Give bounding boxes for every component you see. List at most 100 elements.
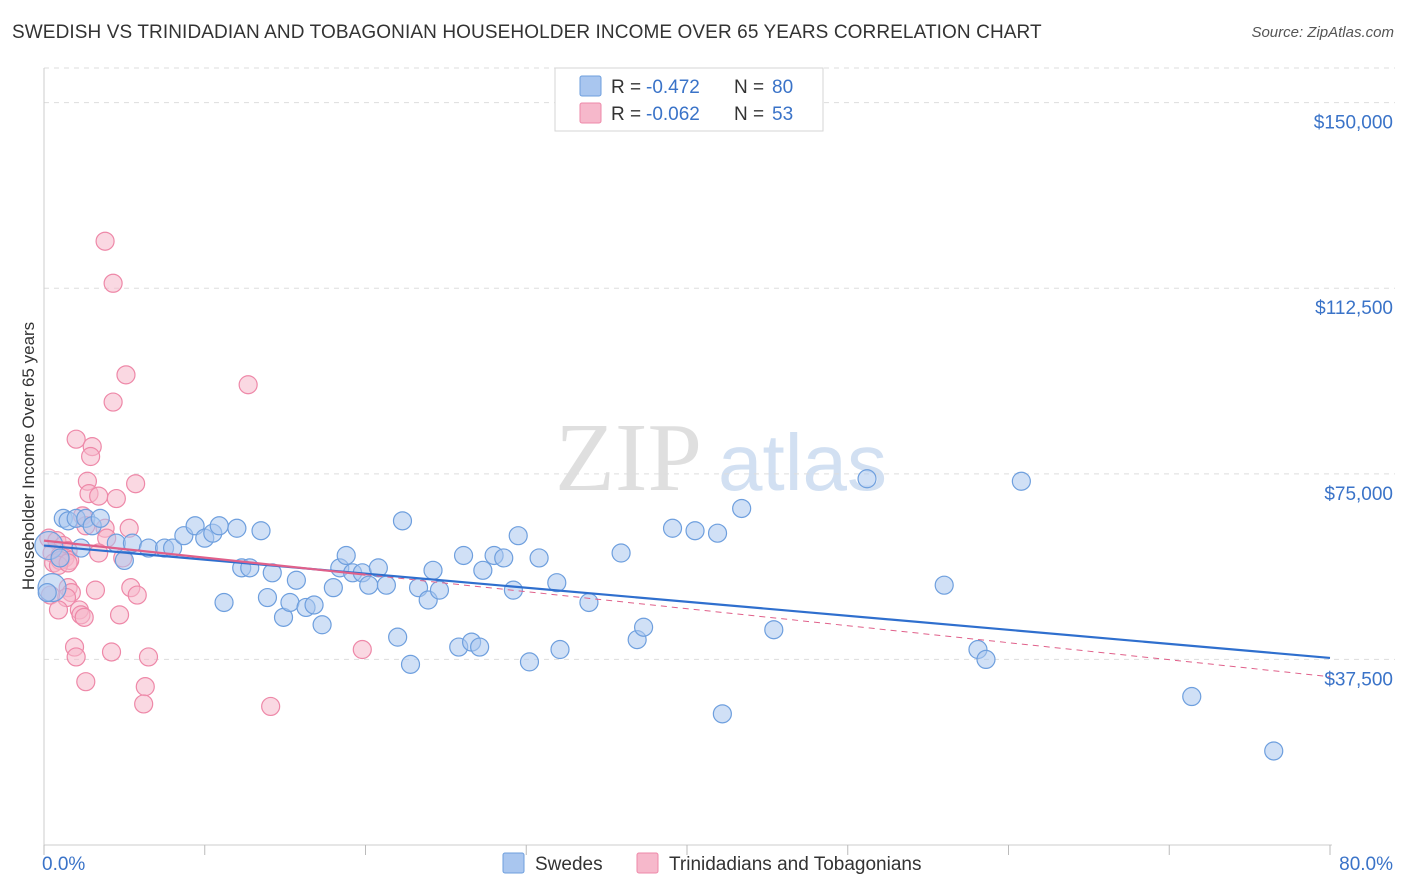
- data-point: [138, 647, 159, 667]
- data-point: [48, 600, 69, 620]
- data-point: [392, 511, 413, 531]
- data-point: [76, 672, 96, 692]
- legend-r-value-swedes: -0.472: [646, 77, 700, 98]
- legend-swatch-trinidadians: [579, 102, 602, 124]
- y-tick-labels: $37,500 $75,000 $112,500 $150,000: [1314, 113, 1393, 691]
- data-point: [519, 652, 540, 672]
- y-tick-label: $37,500: [1324, 669, 1393, 690]
- data-point: [376, 575, 396, 595]
- data-point: [323, 578, 343, 598]
- legend-swatch-swedes: [579, 75, 602, 97]
- data-point: [400, 654, 421, 674]
- data-point: [764, 620, 784, 640]
- data-point: [85, 580, 106, 600]
- data-point: [261, 696, 281, 717]
- watermark: ZIP atlas: [555, 404, 887, 512]
- data-point: [368, 558, 388, 578]
- data-point: [103, 273, 123, 293]
- axes: [43, 68, 1332, 846]
- data-point: [550, 639, 570, 660]
- legend-n-label-swedes: N =: [734, 77, 764, 98]
- data-point: [89, 543, 109, 563]
- watermark-atlas: atlas: [718, 418, 887, 507]
- data-point: [934, 575, 954, 595]
- data-point: [633, 617, 654, 637]
- data-point: [257, 587, 278, 608]
- trend-line-trinidadians-dashed: [365, 574, 1331, 678]
- data-point: [89, 486, 109, 506]
- data-point: [127, 585, 147, 605]
- chart-title: SWEDISH VS TRINIDADIAN AND TOBAGONIAN HO…: [12, 22, 1042, 43]
- data-point: [214, 592, 234, 613]
- data-point: [529, 548, 549, 568]
- data-point: [494, 548, 514, 568]
- x-ticks: [43, 845, 1331, 855]
- data-point: [66, 429, 86, 449]
- data-point: [101, 642, 122, 662]
- data-point: [732, 498, 752, 519]
- data-point: [116, 365, 136, 385]
- data-point: [473, 560, 493, 580]
- data-point: [238, 375, 258, 395]
- chart-source: Source: ZipAtlas.com: [1251, 24, 1394, 41]
- data-point: [280, 592, 300, 613]
- correlation-legend: R = -0.472 N = 80 R = -0.062 N = 53: [554, 67, 824, 132]
- watermark-zip: ZIP: [555, 404, 702, 512]
- data-point: [50, 548, 70, 568]
- data-point: [1182, 686, 1202, 707]
- y-tick-label: $112,500: [1315, 298, 1393, 319]
- legend-n-value-trinidadians: 53: [772, 104, 793, 125]
- data-point: [508, 526, 528, 546]
- data-point: [106, 488, 126, 509]
- series-swedes-points: [34, 469, 1284, 761]
- data-point: [227, 518, 247, 538]
- data-point: [388, 627, 408, 647]
- data-point: [74, 607, 94, 627]
- data-point: [66, 647, 86, 667]
- data-point: [429, 580, 450, 600]
- x-axis-min-label: 0.0%: [42, 854, 85, 875]
- data-point: [37, 582, 57, 603]
- data-point: [857, 469, 877, 489]
- y-axis-label: Householder Income Over 65 years: [19, 322, 38, 590]
- x-axis-max-label: 80.0%: [1339, 854, 1393, 875]
- data-point: [336, 545, 356, 566]
- trend-lines: [43, 539, 1331, 678]
- bottom-legend-swatch-swedes: [502, 852, 525, 874]
- data-point: [547, 573, 567, 593]
- legend-r-label-trinidadians: R =: [611, 104, 641, 125]
- data-point: [1011, 471, 1031, 491]
- data-point: [470, 637, 490, 657]
- data-point: [579, 592, 599, 613]
- data-point: [423, 560, 443, 580]
- bottom-legend-label-swedes: Swedes: [535, 854, 603, 875]
- data-point: [1264, 741, 1284, 761]
- data-point: [134, 694, 154, 714]
- data-point: [209, 516, 229, 536]
- legend-n-value-swedes: 80: [772, 77, 793, 98]
- data-point: [611, 543, 631, 563]
- data-point: [109, 605, 130, 625]
- data-point: [126, 474, 146, 494]
- data-point: [251, 521, 271, 541]
- legend-r-value-trinidadians: -0.062: [646, 104, 700, 125]
- data-point: [352, 639, 372, 660]
- data-point: [976, 649, 996, 670]
- data-point: [712, 704, 732, 724]
- data-point: [312, 615, 332, 635]
- data-point: [707, 523, 728, 543]
- data-point: [286, 570, 306, 590]
- data-point: [304, 595, 324, 615]
- data-point: [95, 231, 115, 251]
- data-point: [81, 446, 101, 467]
- series-legend: Swedes Trinidadians and Tobagonians: [502, 852, 921, 875]
- data-point: [90, 508, 110, 528]
- y-tick-label: $150,000: [1314, 113, 1393, 134]
- data-point: [135, 677, 155, 697]
- data-point: [103, 392, 123, 412]
- bottom-legend-swatch-trinidadians: [636, 852, 659, 874]
- trend-line-trinidadians-solid: [43, 539, 366, 576]
- data-point: [359, 575, 379, 595]
- data-point: [114, 550, 134, 571]
